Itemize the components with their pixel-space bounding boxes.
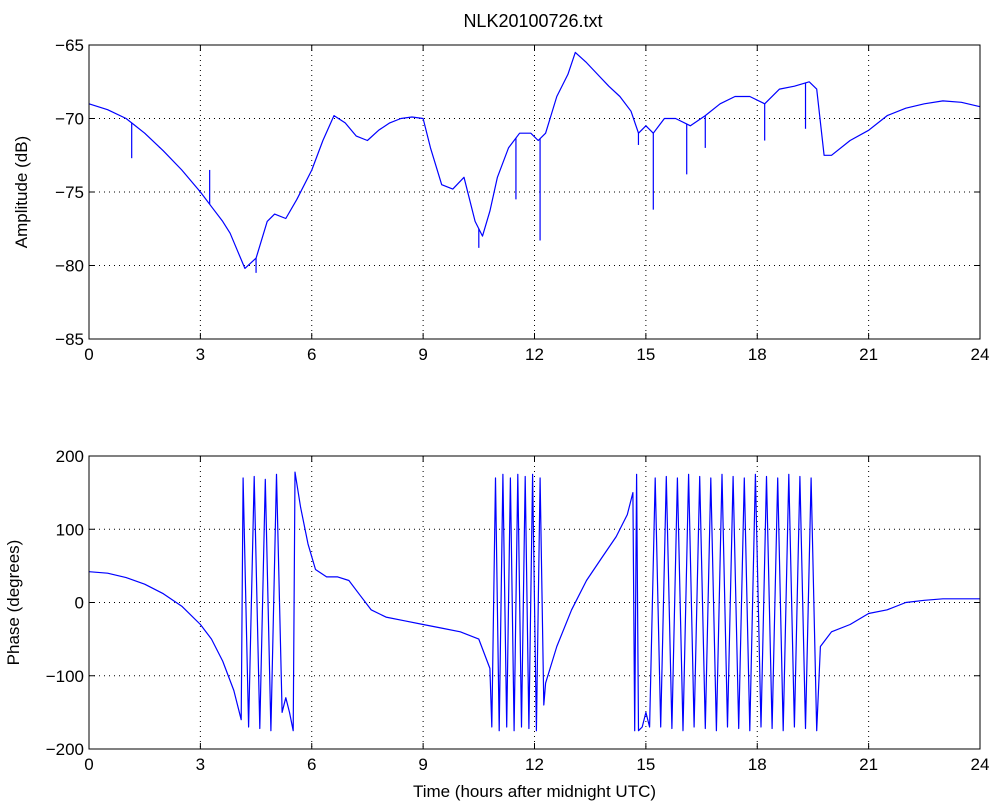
figure-title: NLK20100726.txt xyxy=(463,11,602,31)
x-tick-label: 15 xyxy=(636,345,655,364)
y-tick-label: 0 xyxy=(75,594,84,613)
y-tick-label: −70 xyxy=(55,110,84,129)
x-tick-label: 15 xyxy=(636,755,655,774)
y-tick-label: −200 xyxy=(46,740,84,759)
y-axis-label: Phase (degrees) xyxy=(4,540,23,666)
x-tick-label: 21 xyxy=(859,755,878,774)
phase-axes: 0 3 6 9 12 15 18 21 24 −200 −100 0 100 200 Phase (degr… xyxy=(4,447,989,801)
x-tick-label: 24 xyxy=(971,755,990,774)
x-tick-label: 9 xyxy=(418,345,427,364)
x-tick-label: 0 xyxy=(84,345,93,364)
amplitude-axes: 0 3 6 9 12 15 18 21 24 −85 −80 −75 −70 −65 Amplitude (… xyxy=(12,36,989,364)
y-tick-label: −65 xyxy=(55,36,84,55)
x-tick-label: 12 xyxy=(525,345,544,364)
x-tick-label: 9 xyxy=(418,755,427,774)
x-tick-label: 0 xyxy=(84,755,93,774)
y-tick-label: 100 xyxy=(56,520,84,539)
y-tick-label: −80 xyxy=(55,257,84,276)
series-line xyxy=(88,471,980,732)
x-tick-label: 24 xyxy=(971,345,990,364)
x-tick-label: 18 xyxy=(748,345,767,364)
x-tick-label: 21 xyxy=(859,345,878,364)
series-line xyxy=(88,51,981,269)
y-axis-label: Amplitude (dB) xyxy=(12,136,31,248)
x-tick-label: 3 xyxy=(196,755,205,774)
x-tick-label: 18 xyxy=(748,755,767,774)
x-tick-label: 6 xyxy=(307,755,316,774)
x-tick-label: 6 xyxy=(307,345,316,364)
y-tick-label: −100 xyxy=(46,667,84,686)
y-tick-label: −85 xyxy=(55,330,84,349)
x-tick-label: 3 xyxy=(196,345,205,364)
x-tick-label: 12 xyxy=(525,755,544,774)
y-tick-label: 200 xyxy=(56,447,84,466)
y-tick-label: −75 xyxy=(55,183,84,202)
x-axis-label: Time (hours after midnight UTC) xyxy=(413,782,656,801)
